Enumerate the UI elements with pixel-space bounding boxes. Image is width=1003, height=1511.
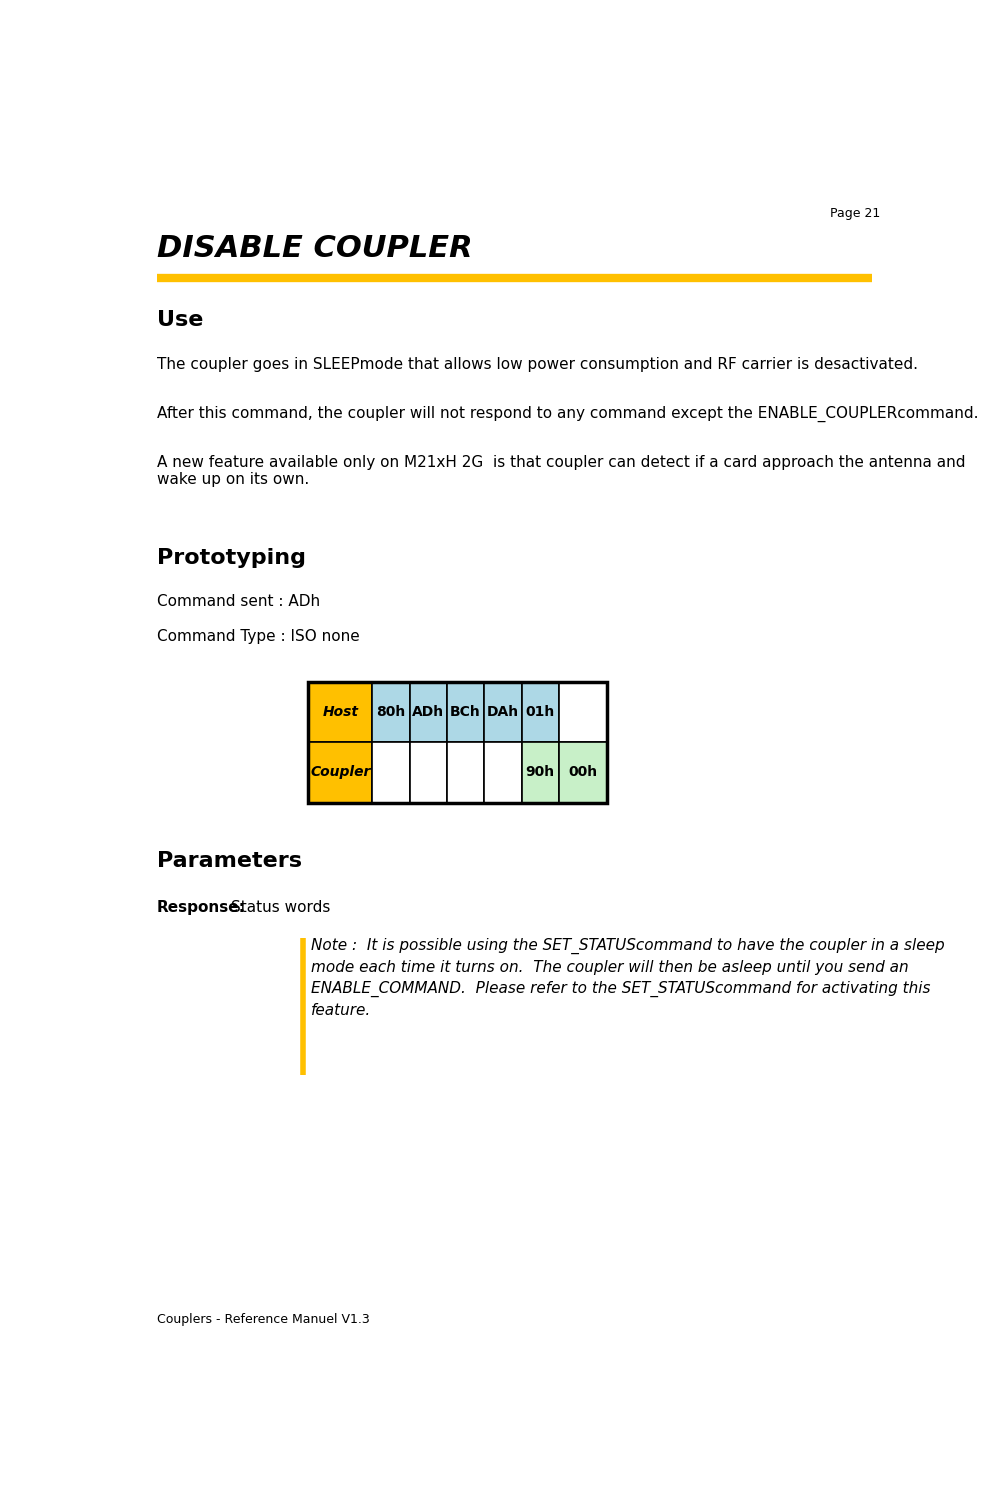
Text: Status words: Status words [231,901,330,916]
Text: The coupler goes in SLEEPmode that allows low power consumption and RF carrier i: The coupler goes in SLEEPmode that allow… [156,357,917,372]
Text: Host: Host [322,704,358,719]
Text: Prototyping: Prototyping [156,548,305,568]
Text: Command sent : ADh: Command sent : ADh [156,594,319,609]
Bar [372,681,409,742]
Text: Coupler: Coupler [310,766,370,780]
Text: BCh: BCh [449,704,480,719]
Text: Page 21: Page 21 [829,207,880,221]
Text: A new feature available only on M21xH 2G  is that coupler can detect if a card a: A new feature available only on M21xH 2G… [156,455,964,487]
Bar [409,742,446,802]
Bar [446,681,483,742]
Bar [446,742,483,802]
Text: 01h: 01h [526,704,555,719]
Text: Couplers - Reference Manuel V1.3: Couplers - Reference Manuel V1.3 [156,1313,369,1327]
Bar [372,742,409,802]
Text: 80h: 80h [376,704,405,719]
Text: 00h: 00h [568,766,597,780]
Bar [521,742,559,802]
Bar [308,681,372,742]
Text: Parameters: Parameters [156,852,301,872]
Bar [308,742,372,802]
Bar [559,681,607,742]
Bar [483,742,521,802]
Text: Response:: Response: [156,901,246,916]
Text: Use: Use [156,310,203,331]
Text: DISABLE COUPLER: DISABLE COUPLER [156,234,471,263]
Bar [483,681,521,742]
Text: 90h: 90h [526,766,555,780]
Bar [409,681,446,742]
Bar [521,681,559,742]
Text: Command Type : ISO none: Command Type : ISO none [156,629,359,644]
Bar [559,742,607,802]
Text: After this command, the coupler will not respond to any command except the ENABL: After this command, the coupler will not… [156,406,977,422]
Bar [308,681,607,802]
Text: Note :  It is possible using the SET_STATUScommand to have the coupler in a slee: Note : It is possible using the SET_STAT… [310,938,944,1018]
Text: DAh: DAh [486,704,519,719]
Text: ADh: ADh [411,704,443,719]
